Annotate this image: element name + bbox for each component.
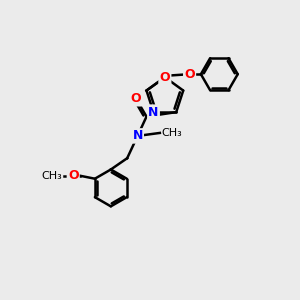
Text: O: O — [131, 92, 141, 105]
Text: O: O — [68, 169, 79, 182]
Text: CH₃: CH₃ — [41, 171, 62, 181]
Text: CH₃: CH₃ — [161, 128, 182, 138]
Text: O: O — [160, 71, 170, 84]
Text: N: N — [148, 106, 159, 118]
Text: N: N — [132, 129, 143, 142]
Text: O: O — [184, 68, 195, 81]
